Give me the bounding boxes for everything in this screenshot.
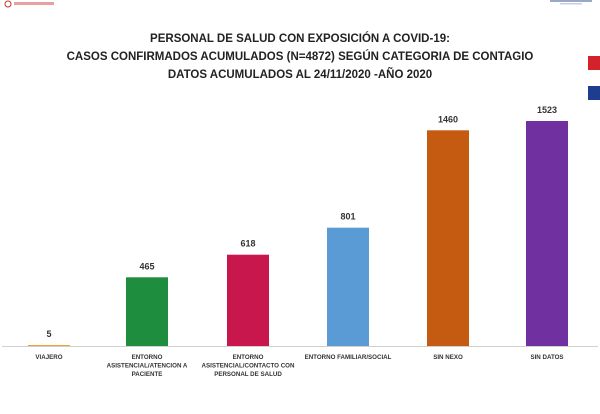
bar-0 — [28, 345, 70, 346]
category-label-0-0: VIAJERO — [35, 354, 62, 361]
data-label-3: 801 — [340, 212, 355, 222]
category-label-1-1: ASISTENCIAL/ATENCION A — [107, 363, 188, 370]
category-label-2-1: ASISTENCIAL/CONTACTO CON — [202, 363, 295, 370]
flag-blue-stripe — [588, 86, 600, 100]
institution-mark-icon — [550, 0, 592, 5]
data-label-1: 465 — [139, 261, 154, 271]
bar-5 — [526, 121, 568, 346]
data-label-0: 5 — [46, 329, 51, 339]
flag-red-stripe — [588, 56, 600, 70]
data-label-2: 618 — [240, 239, 255, 249]
category-label-2-2: PERSONAL DE SALUD — [214, 371, 282, 378]
chart-title-line-1: PERSONAL DE SALUD CON EXPOSICIÓN A COVID… — [150, 33, 450, 45]
bar-1 — [126, 277, 168, 346]
data-label-4: 1460 — [438, 114, 458, 124]
bar-4 — [427, 130, 469, 346]
category-label-3-0: ENTORNO FAMILIAR/SOCIAL — [305, 354, 392, 361]
chart-title-line-3: DATOS ACUMULADOS AL 24/11/2020 -AÑO 2020 — [167, 69, 433, 81]
category-label-1-2: PACIENTE — [132, 371, 163, 378]
ministry-logo-icon — [4, 0, 54, 8]
category-label-5-0: SIN DATOS — [530, 354, 563, 361]
chart-title-line-2: CASOS CONFIRMADOS ACUMULADOS (N=4872) SE… — [66, 51, 534, 63]
category-label-4-0: SIN NEXO — [433, 354, 463, 361]
bar-3 — [327, 227, 369, 346]
bar-2 — [227, 254, 269, 346]
category-label-2-0: ENTORNO — [233, 354, 264, 361]
category-label-1-0: ENTORNO — [132, 354, 163, 361]
data-label-5: 1523 — [537, 105, 557, 115]
chart-title: PERSONAL DE SALUD CON EXPOSICIÓN A COVID… — [0, 30, 600, 84]
